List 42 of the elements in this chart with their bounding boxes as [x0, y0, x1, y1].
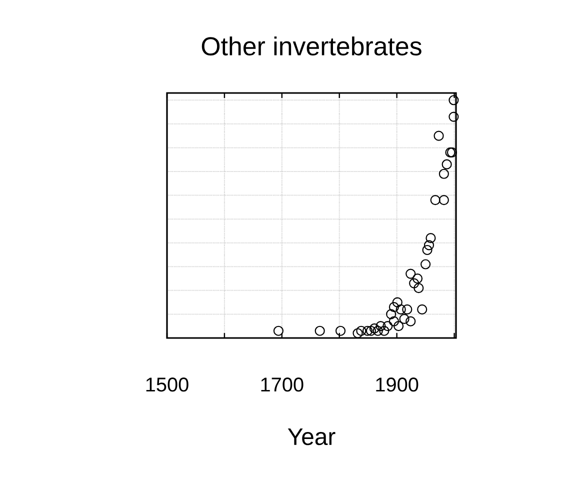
point: [412, 273, 423, 284]
point: [424, 240, 434, 250]
point: [314, 326, 325, 336]
x-tick-label: 1900: [376, 378, 418, 392]
point: [366, 326, 376, 336]
point: [352, 328, 363, 338]
point: [420, 259, 431, 270]
point: [386, 309, 396, 320]
point: [402, 304, 412, 315]
point: [399, 314, 410, 324]
point: [448, 95, 459, 106]
point: [409, 278, 420, 288]
x-tick-label: 1500: [146, 378, 188, 392]
chart-title: Other invertebrates: [202, 36, 422, 56]
point: [406, 316, 416, 326]
point: [438, 194, 449, 206]
point: [414, 282, 424, 294]
point: [430, 194, 440, 206]
point: [376, 321, 386, 332]
point: [392, 297, 402, 308]
point: [379, 326, 390, 336]
point: [372, 326, 383, 336]
point: [369, 323, 380, 334]
point: [417, 304, 428, 315]
point: [388, 302, 400, 312]
point: [273, 326, 284, 336]
point: [422, 244, 432, 256]
point: [406, 268, 416, 279]
point: [335, 326, 346, 336]
x-tick-label: 1700: [261, 378, 304, 392]
x-axis-title: Year: [288, 428, 336, 446]
point: [388, 316, 400, 326]
point: [382, 321, 393, 332]
point: [426, 233, 436, 244]
point: [442, 159, 452, 170]
point: [362, 326, 373, 336]
point: [394, 321, 404, 332]
point: [434, 130, 444, 141]
point: [356, 326, 366, 336]
point: [396, 304, 406, 315]
point: [448, 112, 459, 122]
point: [438, 168, 449, 179]
